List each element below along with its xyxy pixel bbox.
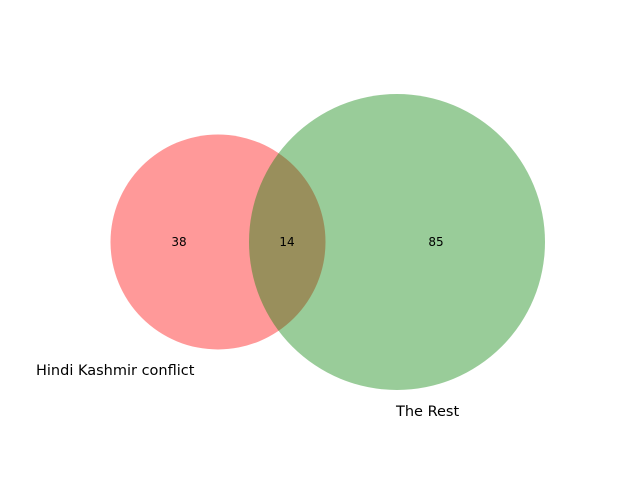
venn-circle-the-rest xyxy=(249,94,545,390)
count-only-hindi-kashmir-conflict: 38 xyxy=(171,235,186,249)
venn-circle-hindi-kashmir-conflict xyxy=(110,134,326,350)
set-label-hindi-kashmir-conflict: Hindi Kashmir conflict xyxy=(36,363,195,379)
count-intersection: 14 xyxy=(279,235,294,249)
set-label-the-rest: The Rest xyxy=(395,404,459,420)
count-only-the-rest: 85 xyxy=(428,235,443,249)
